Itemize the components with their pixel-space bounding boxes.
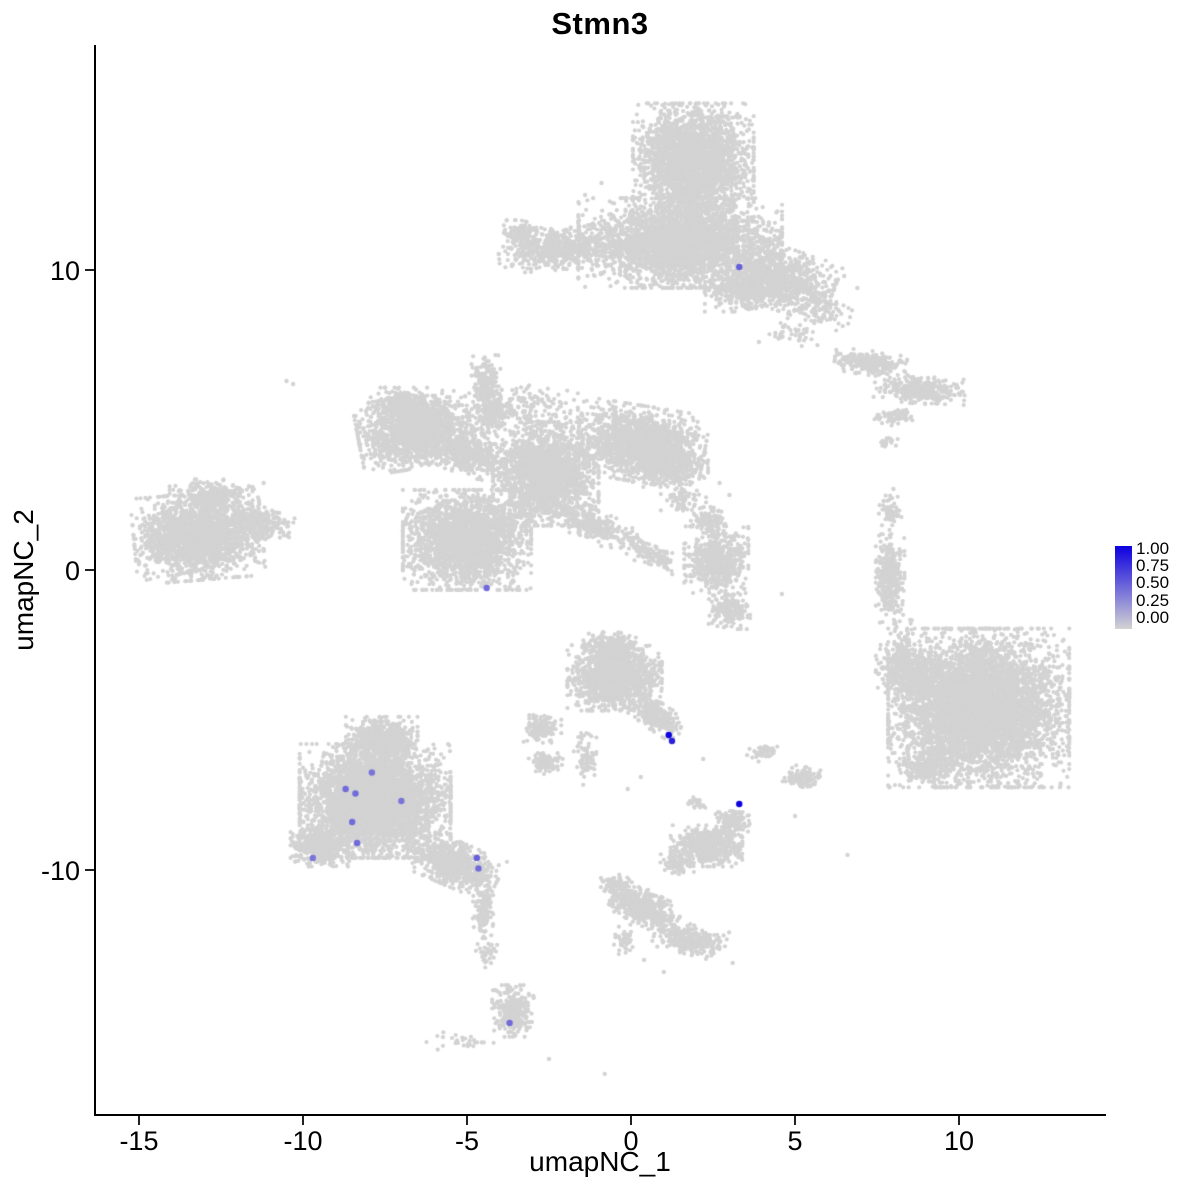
x-tick-mark [465, 1116, 468, 1125]
x-tick-mark [137, 1116, 140, 1125]
y-tick-mark [85, 868, 94, 871]
y-tick-label: -10 [40, 855, 80, 886]
x-tick-label: -5 [454, 1126, 479, 1156]
legend-tick-label: 0.00 [1136, 607, 1170, 627]
x-tick-label: 0 [623, 1126, 639, 1156]
y-tick-mark [85, 268, 94, 271]
y-tick-label: 10 [49, 255, 80, 286]
legend-tick-label: 0.50 [1136, 573, 1170, 593]
y-axis-line [94, 45, 96, 1116]
y-tick-label: 0 [64, 555, 80, 586]
x-tick-mark [958, 1116, 961, 1125]
legend-tick-label: 0.25 [1136, 590, 1170, 610]
x-axis-line [94, 1114, 1106, 1116]
x-tick-label: 10 [943, 1126, 975, 1156]
x-tick-mark [301, 1116, 304, 1125]
x-axis-label: umapNC_1 [529, 1146, 671, 1177]
plot-title: Stmn3 [551, 6, 649, 41]
expression-legend: 1.00 0.75 0.50 0.25 0.00 [1113, 540, 1198, 640]
legend-tick-label: 1.00 [1136, 539, 1170, 558]
x-tick-label: -10 [283, 1126, 323, 1156]
y-tick-mark [85, 568, 94, 571]
x-tick-mark [794, 1116, 796, 1125]
legend-labels: 1.00 0.75 0.50 0.25 0.00 [1136, 540, 1169, 626]
x-tick-label: 5 [787, 1126, 803, 1156]
legend-gradient-bar [1115, 546, 1132, 629]
x-tick-mark [629, 1116, 632, 1125]
x-tick-label: -15 [119, 1126, 159, 1156]
legend-tick-label: 0.75 [1136, 556, 1170, 576]
